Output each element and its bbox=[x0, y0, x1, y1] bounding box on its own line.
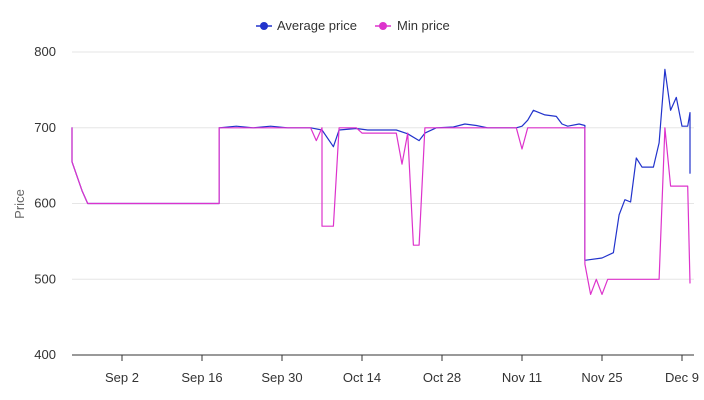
series-line-min bbox=[71, 127, 691, 295]
y-tick-label: 800 bbox=[34, 44, 56, 59]
legend-item-average-price[interactable]: Average price bbox=[256, 18, 357, 33]
y-tick-label: 500 bbox=[34, 271, 56, 286]
x-axis: Sep 2 Sep 16 Sep 30 Oct 14 Oct 28 Nov 11 Nov 2… bbox=[72, 354, 699, 385]
x-tick-label: Nov 11 bbox=[502, 370, 542, 385]
x-tick-label: Dec 9 bbox=[665, 370, 699, 385]
series-layer bbox=[71, 68, 691, 295]
circle-marker-icon bbox=[379, 22, 387, 30]
y-tick-label: 700 bbox=[34, 120, 56, 135]
x-tick-label: Oct 14 bbox=[343, 370, 381, 385]
legend: Average price Min price bbox=[256, 18, 450, 33]
legend-label-average: Average price bbox=[277, 18, 357, 33]
legend-item-min-price[interactable]: Min price bbox=[375, 18, 450, 33]
x-tick-label: Sep 16 bbox=[181, 370, 222, 385]
x-tick-label: Nov 25 bbox=[581, 370, 622, 385]
y-axis-ticks: 400 500 600 700 800 bbox=[34, 44, 56, 362]
y-tick-label: 400 bbox=[34, 347, 56, 362]
legend-label-min: Min price bbox=[397, 18, 450, 33]
y-tick-label: 600 bbox=[34, 196, 56, 211]
x-tick-label: Oct 28 bbox=[423, 370, 461, 385]
series-line-average bbox=[71, 68, 691, 261]
x-tick-label: Sep 2 bbox=[105, 370, 139, 385]
grid-lines bbox=[72, 51, 694, 280]
y-axis-title: Price bbox=[12, 189, 27, 219]
circle-marker-icon bbox=[260, 22, 268, 30]
x-tick-label: Sep 30 bbox=[261, 370, 302, 385]
